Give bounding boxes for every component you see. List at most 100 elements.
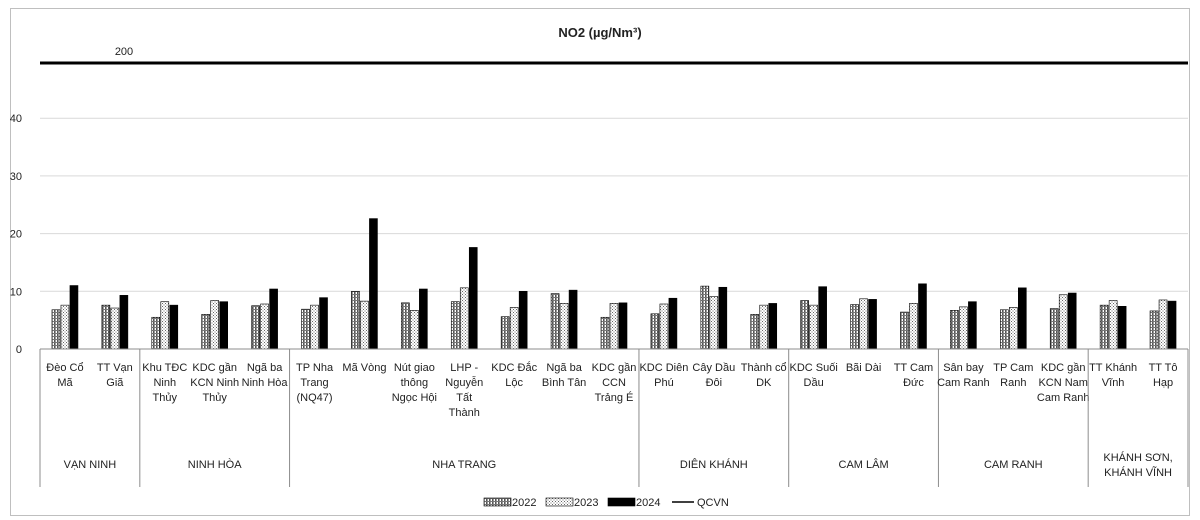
station-label: KDC gần KCN Ninh Thủy (190, 362, 239, 404)
bar-2022 (800, 300, 809, 350)
bar-2023 (959, 306, 968, 350)
station-label: LHP -Nguyễn Tất Thành (445, 362, 483, 419)
bar-2023 (659, 303, 669, 350)
group-label: VẠN NINH (64, 459, 117, 471)
bar-2023 (859, 298, 868, 350)
y-tick-label: 0 (16, 344, 22, 356)
bar-2024 (968, 301, 977, 350)
bar-2024 (718, 286, 728, 350)
bar-2023 (709, 296, 719, 350)
y-tick-label: 30 (10, 171, 22, 183)
bar-2022 (351, 290, 360, 350)
bar-2022 (650, 313, 660, 350)
bar-2022 (251, 305, 260, 350)
bar-2023 (410, 310, 419, 350)
bar-2024 (69, 285, 79, 350)
bar-2024 (319, 297, 328, 350)
bar-2022 (750, 314, 760, 350)
y-tick-label: 40 (10, 113, 22, 125)
bar-2022 (900, 311, 909, 350)
station-label: TT Cam Đức (894, 362, 934, 389)
bar-2023 (160, 301, 170, 350)
bar-2023 (759, 304, 769, 350)
bar-2022 (500, 316, 510, 350)
bar-2023 (110, 307, 120, 350)
bar-2024 (1117, 306, 1127, 350)
bar-2023 (360, 300, 369, 350)
bar-2023 (310, 304, 319, 350)
station-label: TP Nha Trang (NQ47) (296, 362, 334, 404)
station-label: TT Tô Hạp (1149, 362, 1178, 389)
station-label: KDC gần KCN Nam Cam Ranh (1037, 362, 1090, 404)
bar-2022 (51, 309, 61, 350)
bar-2024 (468, 247, 478, 350)
station-label: KDC gần CCN Trảng É (592, 362, 637, 404)
bar-2024 (518, 290, 528, 350)
legend-swatch-2023 (545, 497, 574, 507)
legend-label: 2024 (636, 497, 660, 509)
bar-2024 (1067, 292, 1077, 350)
bar-2024 (768, 303, 778, 350)
bar-2022 (950, 310, 959, 350)
chart-title: NO2 (µg/Nm³) (558, 25, 641, 40)
bar-2022 (450, 301, 460, 350)
bar-2023 (260, 303, 269, 350)
bar-2023 (909, 303, 918, 350)
bar-2024 (369, 218, 378, 350)
bar-2023 (459, 287, 469, 350)
bar-2022 (700, 285, 710, 350)
station-label: TT Khánh Vĩnh (1089, 362, 1137, 389)
station-label: KDC Diên Phú (639, 362, 688, 389)
bar-2024 (568, 289, 578, 350)
bar-2023 (609, 303, 619, 350)
bar-2023 (1158, 299, 1168, 350)
bar-2023 (809, 304, 818, 350)
station-label: TP Cam Ranh (993, 362, 1033, 389)
bar-2024 (918, 283, 927, 350)
bar-2024 (868, 299, 877, 350)
legend-label: 2022 (512, 497, 536, 509)
bar-2022 (550, 293, 560, 350)
bar-2024 (419, 288, 428, 350)
bar-2022 (850, 304, 859, 350)
bar-2024 (1167, 300, 1177, 350)
legend-swatch-2024 (607, 497, 636, 507)
bar-2024 (119, 295, 129, 350)
chart-frame (10, 8, 1190, 516)
bar-2023 (1058, 294, 1068, 350)
station-label: Cây Dầu Đôi (692, 362, 735, 389)
bar-2024 (269, 288, 278, 350)
y-tick-label: 10 (10, 286, 22, 298)
bar-2023 (1009, 307, 1018, 350)
bar-2022 (301, 308, 310, 350)
bar-2022 (1099, 304, 1109, 350)
bar-2023 (210, 300, 219, 350)
station-label: Bãi Dài (846, 362, 881, 374)
bar-2022 (101, 304, 111, 350)
qcvn-value-label: 200 (115, 46, 133, 58)
group-label: NHA TRANG (432, 459, 496, 471)
bar-2024 (618, 302, 628, 350)
station-label: KDC Đắc Lộc (491, 361, 537, 389)
group-label: CAM LÂM (839, 458, 889, 471)
y-tick-label: 20 (10, 229, 22, 241)
bar-2023 (1108, 300, 1118, 350)
bar-2024 (169, 304, 179, 350)
station-label: Sân bay Cam Ranh (937, 362, 990, 389)
station-label: Khu TĐC Ninh Thủy (142, 362, 187, 404)
station-label: Ngã ba Ninh Hòa (242, 362, 289, 389)
bar-2022 (201, 314, 210, 350)
bar-2022 (401, 302, 410, 350)
legend-label: 2023 (574, 497, 598, 509)
legend-swatch-2022 (483, 497, 512, 507)
bar-2022 (1149, 310, 1159, 350)
station-label: Đèo Cổ Mã (46, 362, 83, 389)
bar-2024 (219, 301, 228, 350)
bar-2023 (559, 303, 569, 350)
station-label: TT Vạn Giã (97, 362, 133, 389)
bar-2024 (1018, 287, 1027, 350)
bar-2023 (509, 307, 519, 350)
bar-2022 (151, 316, 161, 350)
legend-label: QCVN (697, 497, 729, 509)
